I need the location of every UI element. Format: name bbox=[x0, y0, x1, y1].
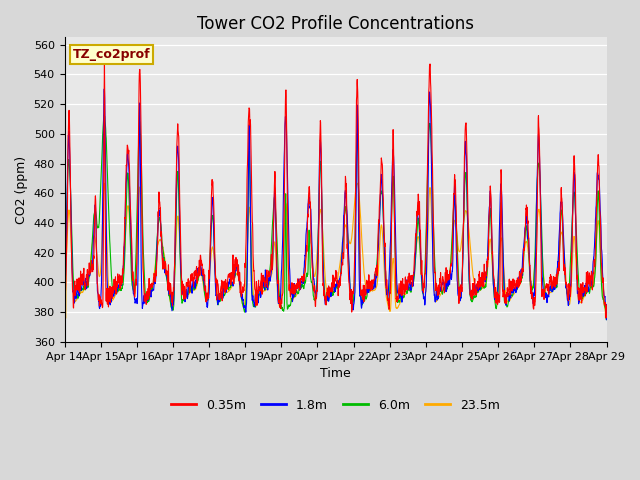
Text: TZ_co2prof: TZ_co2prof bbox=[73, 48, 150, 61]
Y-axis label: CO2 (ppm): CO2 (ppm) bbox=[15, 156, 28, 224]
1.8m bbox=[351, 278, 359, 284]
23.5m bbox=[493, 287, 501, 292]
6.0m bbox=[212, 282, 220, 288]
1.8m bbox=[603, 317, 611, 323]
6.0m bbox=[603, 317, 611, 323]
0.35m bbox=[555, 260, 563, 265]
23.5m bbox=[555, 250, 563, 256]
6.0m bbox=[100, 112, 108, 118]
0.35m bbox=[351, 227, 359, 232]
Line: 23.5m: 23.5m bbox=[65, 183, 607, 318]
6.0m bbox=[493, 301, 501, 307]
23.5m bbox=[212, 278, 220, 284]
6.0m bbox=[363, 293, 371, 299]
0.35m bbox=[493, 289, 501, 295]
0.35m bbox=[212, 280, 220, 286]
Title: Tower CO2 Profile Concentrations: Tower CO2 Profile Concentrations bbox=[197, 15, 474, 33]
1.8m bbox=[493, 298, 501, 303]
23.5m bbox=[570, 233, 578, 239]
Line: 1.8m: 1.8m bbox=[65, 89, 607, 320]
6.0m bbox=[61, 317, 68, 323]
1.8m bbox=[555, 239, 563, 245]
Legend: 0.35m, 1.8m, 6.0m, 23.5m: 0.35m, 1.8m, 6.0m, 23.5m bbox=[166, 394, 505, 417]
1.8m bbox=[100, 86, 108, 92]
0.35m bbox=[61, 317, 68, 323]
1.8m bbox=[363, 290, 371, 296]
0.35m bbox=[100, 60, 108, 66]
1.8m bbox=[61, 317, 68, 323]
23.5m bbox=[61, 315, 68, 321]
23.5m bbox=[100, 180, 108, 186]
X-axis label: Time: Time bbox=[320, 367, 351, 380]
0.35m bbox=[603, 306, 611, 312]
6.0m bbox=[555, 262, 563, 267]
Line: 6.0m: 6.0m bbox=[65, 115, 607, 320]
6.0m bbox=[570, 191, 578, 197]
23.5m bbox=[363, 287, 371, 293]
6.0m bbox=[351, 227, 359, 233]
23.5m bbox=[603, 315, 611, 321]
0.35m bbox=[570, 157, 578, 163]
Line: 0.35m: 0.35m bbox=[65, 63, 607, 320]
23.5m bbox=[351, 192, 359, 198]
1.8m bbox=[212, 293, 220, 299]
0.35m bbox=[363, 280, 371, 286]
1.8m bbox=[570, 171, 578, 177]
